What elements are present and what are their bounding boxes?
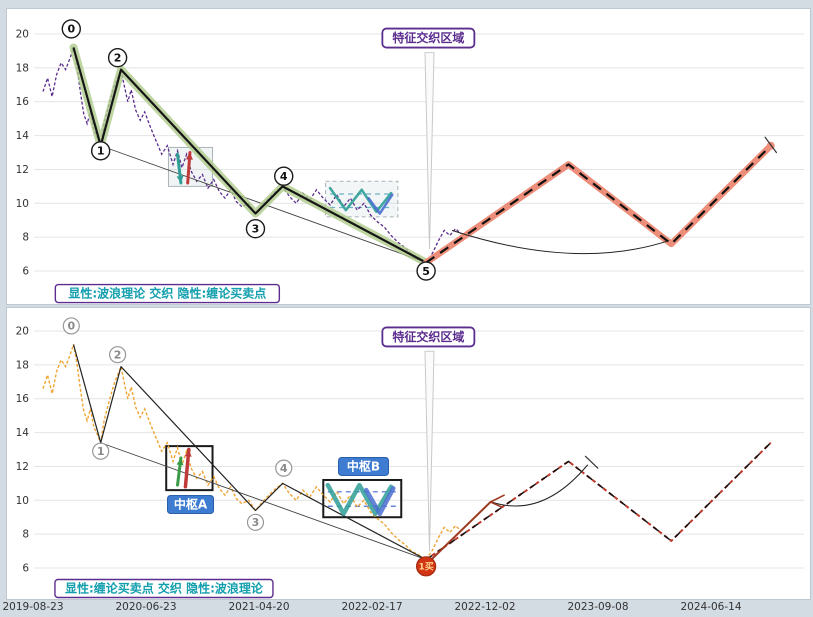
y-tick-label: 18 xyxy=(16,62,29,74)
pivot-zigzag xyxy=(367,193,394,215)
y-tick-label: 12 xyxy=(16,461,29,473)
wave-marker xyxy=(107,48,128,68)
pivot-label: 中枢A xyxy=(174,497,208,512)
region-label-box xyxy=(381,27,476,49)
pivot-zigzag xyxy=(363,486,396,517)
y-tick-label: 10 xyxy=(16,495,29,507)
wave-marker-label: 2 xyxy=(114,349,122,362)
pivot-arrow-head xyxy=(176,175,184,183)
y-tick-label: 20 xyxy=(16,29,29,41)
wave-path xyxy=(72,344,427,561)
trend-line xyxy=(100,442,427,560)
y-tick-label: 16 xyxy=(16,393,30,405)
wave-marker-label: 5 xyxy=(422,265,430,278)
region-spike xyxy=(424,350,435,552)
pivot-box xyxy=(165,445,214,492)
x-tick-label: 2022-12-02 xyxy=(454,601,516,613)
wave-marker xyxy=(61,19,81,39)
annotation-segment xyxy=(584,455,599,469)
region-label: 特征交织区域 xyxy=(392,329,464,344)
y-tick-label: 18 xyxy=(16,359,29,371)
pivot-arrow-head xyxy=(176,457,184,466)
x-tick-label: 2020-06-23 xyxy=(115,601,177,613)
wave-marker-label: 4 xyxy=(280,170,288,183)
price-line xyxy=(42,47,462,264)
wave-marker xyxy=(416,261,436,281)
y-tick-label: 14 xyxy=(16,130,30,142)
caption-label: 显性:缠论买卖点 交织 隐性:波浪理论 xyxy=(65,581,264,596)
y-tick-label: 8 xyxy=(22,232,29,244)
wave-marker-label: 0 xyxy=(67,23,75,36)
annotation-segment xyxy=(489,494,505,503)
caption-label-box xyxy=(54,578,274,599)
pivot-label: 中枢B xyxy=(347,458,380,473)
bottom-panel-chart: 20181614121086012341买特征交织区域中枢A中枢B显性:缠论买卖… xyxy=(6,307,811,600)
caption-label: 显性:波浪理论 交织 隐性:缠论买卖点 xyxy=(68,286,266,301)
wave-marker xyxy=(92,442,110,460)
annotation-segment xyxy=(425,500,492,566)
pivot-box xyxy=(322,478,403,519)
x-axis: 2019-08-23 2020-06-23 2021-04-20 2022-02-17… xyxy=(0,601,813,617)
pivot-label-box xyxy=(167,495,215,515)
wave-marker xyxy=(246,513,265,531)
region-label-box xyxy=(381,326,476,348)
projection-line xyxy=(425,144,772,264)
wave-marker-label: 4 xyxy=(280,462,288,475)
wave-marker-label: 3 xyxy=(252,222,260,235)
wave-marker xyxy=(90,141,111,161)
price-line xyxy=(42,344,462,561)
annotation-arc xyxy=(451,229,670,255)
y-tick-label: 8 xyxy=(22,529,29,541)
wave-marker xyxy=(245,218,266,239)
wave-path xyxy=(72,47,427,264)
region-label: 特征交织区域 xyxy=(392,30,464,45)
x-tick-label: 2024-06-14 xyxy=(680,601,742,613)
wave-marker xyxy=(274,166,294,186)
region-spike xyxy=(424,52,435,250)
x-tick-label: 2019-08-23 xyxy=(2,601,64,613)
y-tick-label: 14 xyxy=(16,427,30,439)
x-tick-label: 2022-02-17 xyxy=(341,601,403,613)
x-tick-label: 2021-04-20 xyxy=(228,601,290,613)
projection-line xyxy=(425,442,772,561)
pivot-zigzag xyxy=(325,482,394,517)
buy-point-label: 1买 xyxy=(418,562,433,573)
wave-marker-label: 1 xyxy=(97,445,105,458)
buy-point-marker xyxy=(416,556,437,577)
annotation-segment xyxy=(489,501,503,508)
wave-marker-label: 3 xyxy=(252,516,260,529)
y-tick-label: 6 xyxy=(22,266,29,278)
y-tick-label: 20 xyxy=(16,326,29,338)
wave-marker xyxy=(275,459,293,477)
annotation-arc xyxy=(491,464,589,507)
x-tick-label: 2023-09-08 xyxy=(567,601,629,613)
y-tick-label: 12 xyxy=(16,164,29,176)
y-tick-label: 6 xyxy=(22,563,29,575)
pivot-label-box xyxy=(338,456,390,476)
y-tick-label: 16 xyxy=(16,96,30,108)
wave-marker xyxy=(109,346,127,364)
wave-marker-label: 2 xyxy=(114,52,122,65)
pivot-zigzag xyxy=(328,186,393,214)
caption-label-box xyxy=(54,283,281,304)
projection-line xyxy=(425,441,772,561)
wave-marker xyxy=(62,317,80,335)
annotation-segment xyxy=(764,136,778,154)
pivot-arrow-head xyxy=(185,152,193,160)
projection-halo xyxy=(422,142,775,266)
wave-marker-label: 1 xyxy=(97,145,105,158)
pivot-arrow-head xyxy=(184,449,192,457)
y-tick-label: 10 xyxy=(16,198,29,210)
wave-marker-label: 0 xyxy=(67,320,75,333)
